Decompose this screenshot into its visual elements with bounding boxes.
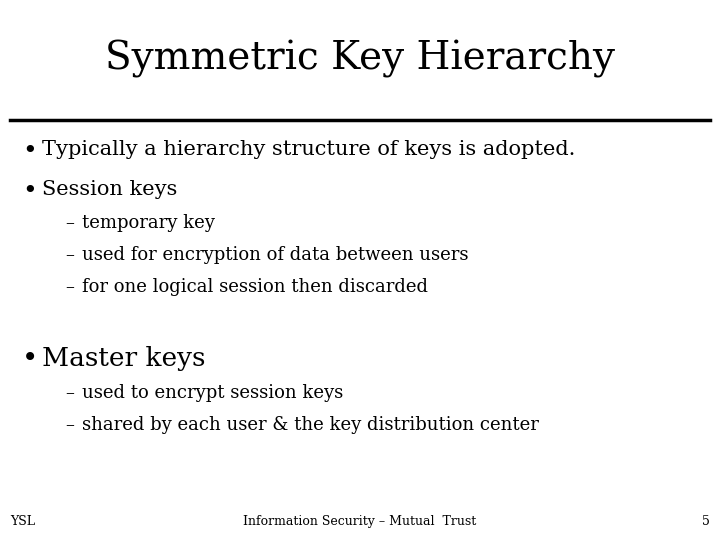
Text: –: – — [65, 214, 74, 232]
Text: •: • — [22, 180, 37, 203]
Text: –: – — [65, 416, 74, 434]
Text: shared by each user & the key distribution center: shared by each user & the key distributi… — [82, 416, 539, 434]
Text: YSL: YSL — [10, 515, 35, 528]
Text: used to encrypt session keys: used to encrypt session keys — [82, 384, 343, 402]
Text: for one logical session then discarded: for one logical session then discarded — [82, 278, 428, 296]
Text: –: – — [65, 384, 74, 402]
Text: Master keys: Master keys — [42, 346, 205, 371]
Text: –: – — [65, 278, 74, 296]
Text: 5: 5 — [702, 515, 710, 528]
Text: •: • — [22, 140, 37, 163]
Text: –: – — [65, 246, 74, 264]
Text: Typically a hierarchy structure of keys is adopted.: Typically a hierarchy structure of keys … — [42, 140, 575, 159]
Text: Information Security – Mutual  Trust: Information Security – Mutual Trust — [243, 515, 477, 528]
Text: temporary key: temporary key — [82, 214, 215, 232]
Text: Session keys: Session keys — [42, 180, 177, 199]
Text: •: • — [22, 346, 38, 373]
Text: used for encryption of data between users: used for encryption of data between user… — [82, 246, 469, 264]
Text: Symmetric Key Hierarchy: Symmetric Key Hierarchy — [105, 40, 615, 78]
